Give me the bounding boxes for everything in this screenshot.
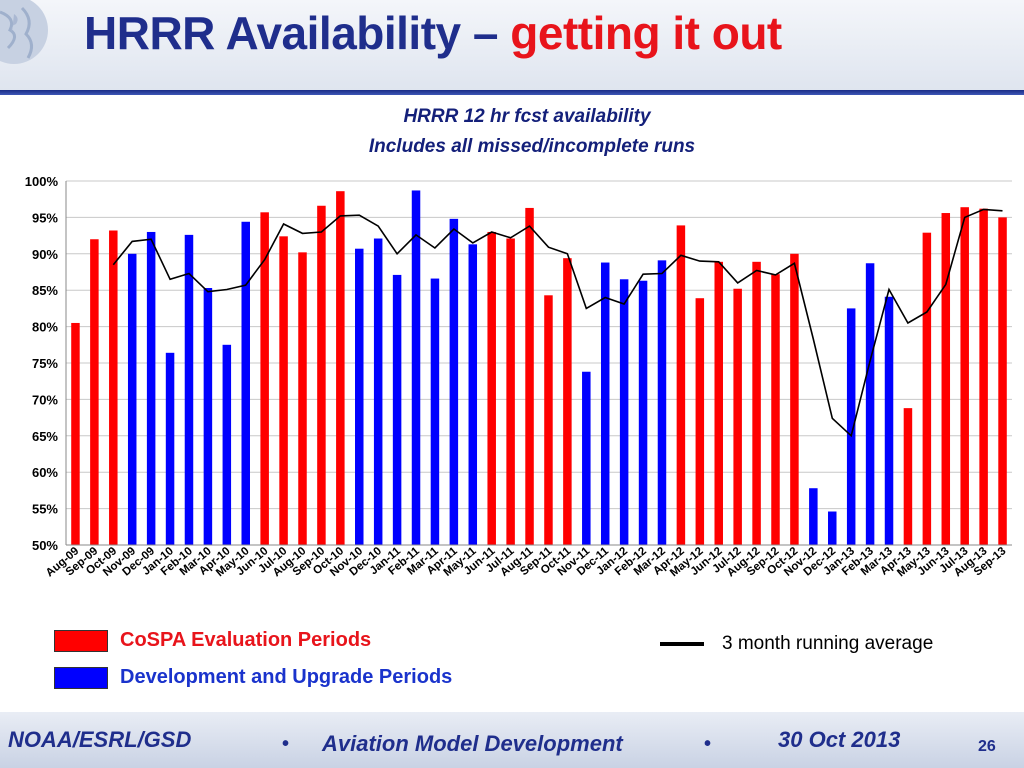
bar (373, 238, 383, 545)
bar (146, 231, 156, 545)
bar (449, 218, 459, 545)
bar (506, 238, 515, 545)
y-tick-label: 55% (32, 502, 58, 517)
footer-bullet-1: • (282, 733, 290, 755)
footer-org: NOAA/ESRL/GSD (8, 727, 192, 752)
bar (998, 217, 1007, 545)
page-number: 26 (978, 738, 996, 755)
bar (752, 261, 761, 545)
bar (960, 207, 969, 545)
title-main: HRRR Availability – (84, 7, 511, 59)
bar (544, 295, 553, 545)
legend-label-average: 3 month running average (722, 633, 934, 654)
legend-dev: Development and Upgrade Periods (54, 666, 452, 689)
bar (941, 213, 951, 546)
bar (203, 288, 213, 545)
bar (468, 244, 478, 545)
slide-header: HRRR Availability – getting it out (0, 0, 1024, 90)
bar (809, 488, 818, 545)
bar (298, 252, 307, 545)
bar (71, 322, 80, 545)
y-tick-label: 100% (25, 174, 59, 189)
bar (922, 232, 932, 546)
bar (260, 212, 269, 545)
globe-icon (0, 0, 48, 64)
legend-swatch-dev (54, 666, 108, 689)
title-accent: getting it out (510, 7, 782, 59)
bar (430, 278, 440, 545)
slide-title: HRRR Availability – getting it out (84, 6, 782, 60)
bar (184, 234, 194, 545)
bar (582, 371, 591, 545)
y-tick-label: 85% (32, 283, 58, 298)
bar (165, 352, 175, 545)
bar (676, 225, 686, 545)
bar (109, 230, 118, 545)
bar (903, 408, 913, 545)
bar (392, 274, 402, 545)
bar (336, 191, 345, 545)
bar (563, 258, 572, 545)
bar (828, 511, 837, 545)
legend-label-cospa: CoSPA Evaluation Periods (120, 629, 372, 651)
bar (638, 280, 648, 545)
footer-date: 30 Oct 2013 (778, 727, 901, 752)
y-tick-label: 50% (32, 538, 58, 553)
bar (695, 298, 705, 545)
bars (71, 190, 1007, 546)
y-axis-ticks: 50% 55% 60% 65% 70% 75% 80% 85% 90% 95% 100% (25, 174, 59, 553)
legend-line-swatch (660, 642, 704, 646)
slide-footer (0, 712, 1024, 768)
bar (90, 239, 99, 546)
footer-bullet-2: • (704, 733, 712, 755)
y-tick-label: 70% (32, 392, 58, 407)
y-tick-label: 90% (32, 247, 58, 262)
bar (525, 207, 534, 545)
bar (600, 262, 610, 545)
bar (355, 248, 364, 546)
bar (619, 279, 629, 545)
bar (487, 231, 496, 545)
bar (771, 274, 780, 545)
legend-swatch-cospa (54, 629, 108, 652)
bar (790, 253, 799, 546)
bar (979, 208, 988, 545)
bar (279, 236, 288, 545)
bar (411, 190, 421, 546)
bar (846, 308, 856, 545)
footer-program: Aviation Model Development (322, 731, 623, 756)
bar (127, 253, 137, 546)
bar (733, 288, 742, 545)
header-rule (0, 90, 1024, 95)
bar (865, 263, 875, 545)
legend-label-dev: Development and Upgrade Periods (120, 666, 453, 688)
bar (222, 344, 232, 545)
bar (317, 205, 326, 545)
availability-chart: HRRR 12 hr fcst availability Includes al… (25, 106, 1012, 580)
y-tick-label: 60% (32, 465, 58, 480)
y-tick-label: 65% (32, 429, 58, 444)
y-tick-label: 75% (32, 356, 58, 371)
y-tick-label: 95% (32, 210, 58, 225)
running-average-line (112, 208, 1003, 438)
legend-cospa: CoSPA Evaluation Periods (54, 629, 371, 652)
x-axis-ticks: Aug-09Sep-09Oct-09Nov-09Dec-09Jan-10Feb-… (44, 545, 1009, 580)
bar (884, 296, 894, 545)
bar (714, 261, 723, 545)
bar (657, 260, 667, 545)
chart-title: HRRR 12 hr fcst availability (403, 106, 652, 127)
bar (241, 221, 250, 545)
chart-subtitle: Includes all missed/incomplete runs (369, 136, 695, 157)
y-tick-label: 80% (32, 320, 58, 335)
